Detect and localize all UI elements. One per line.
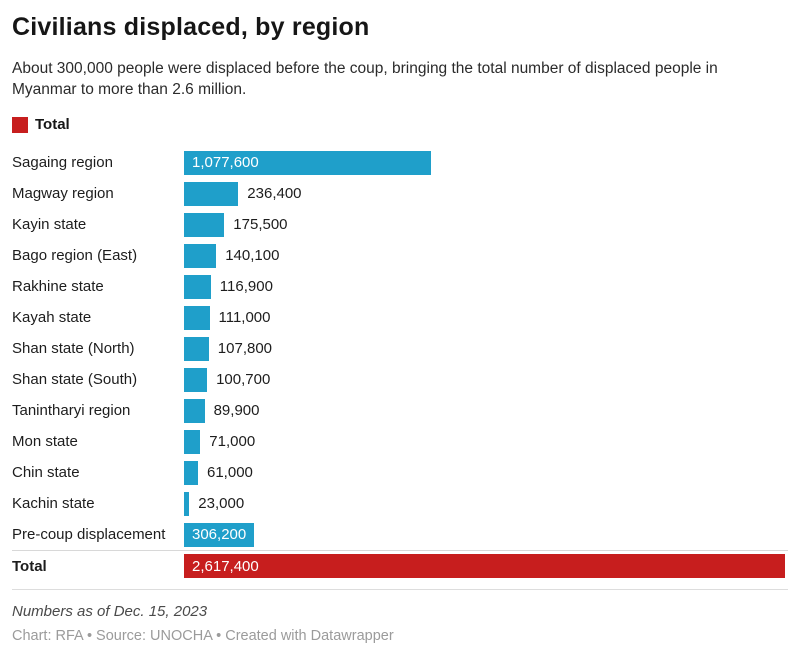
- bar-area: 175,500: [184, 212, 785, 237]
- bar-area: 71,000: [184, 429, 785, 454]
- value-label: 140,100: [225, 247, 280, 264]
- chart-row: Sagaing region 1,077,600: [12, 147, 788, 178]
- value-label: 111,000: [218, 309, 271, 326]
- bar-area: 89,900: [184, 398, 785, 423]
- value-label: 89,900: [213, 402, 260, 419]
- chart-row: Chin state 61,000: [12, 457, 788, 488]
- value-bar: [184, 150, 432, 175]
- chart-row-total: Total 2,617,400: [12, 550, 788, 581]
- chart-title: Civilians displaced, by region: [12, 13, 370, 41]
- bar-area: 2,617,400: [184, 554, 785, 578]
- bar-area: 306,200: [184, 522, 785, 547]
- value-label: 61,000: [207, 464, 253, 481]
- value-bar: [184, 212, 225, 237]
- bar-area: 107,800: [184, 336, 785, 361]
- value-label: 100,700: [216, 371, 271, 388]
- bar-area: 1,077,600: [184, 150, 785, 175]
- value-bar: [184, 398, 205, 423]
- chart-row: Rakhine state 116,900: [12, 271, 788, 302]
- category-label: Shan state (South): [12, 371, 138, 388]
- chart-subtitle: About 300,000 people were displaced befo…: [12, 60, 718, 98]
- chart-row: Tanintharyi region 89,900: [12, 395, 788, 426]
- footer-note: Numbers as of Dec. 15, 2023: [12, 603, 208, 620]
- category-label: Magway region: [12, 185, 114, 202]
- category-label: Sagaing region: [12, 154, 113, 171]
- value-bar: [184, 491, 190, 516]
- category-label: Chin state: [12, 464, 80, 481]
- legend-total-swatch: [12, 116, 28, 133]
- category-label: Kachin state: [12, 495, 95, 512]
- category-label: Kayin state: [12, 216, 87, 233]
- chart-row: Kachin state 23,000: [12, 488, 788, 519]
- chart-row: Shan state (South) 100,700: [12, 364, 788, 395]
- value-label: 175,500: [233, 216, 288, 233]
- footer-byline: Chart: RFA • Source: UNOCHA • Created wi…: [12, 628, 394, 644]
- chart-row: Mon state 71,000: [12, 426, 788, 457]
- chart-row: Kayin state 175,500: [12, 209, 788, 240]
- legend: Total: [12, 116, 70, 133]
- bar-chart: Sagaing region 1,077,600 Magway region 236,…: [12, 147, 788, 581]
- category-label: Kayah state: [12, 309, 92, 326]
- value-bar: [184, 274, 211, 299]
- category-label: Rakhine state: [12, 278, 104, 295]
- value-label: 236,400: [247, 185, 302, 202]
- chart-row: Bago region (East) 140,100: [12, 240, 788, 271]
- value-label: 116,900: [219, 278, 273, 295]
- value-bar: [184, 429, 201, 454]
- chart-row: Pre-coup displacement 306,200: [12, 519, 788, 550]
- value-label: 107,800: [217, 340, 273, 357]
- bar-area: 116,900: [184, 274, 785, 299]
- value-bar: [184, 367, 208, 392]
- value-bar: [184, 460, 198, 485]
- category-label: Bago region (East): [12, 247, 138, 264]
- value-label: 71,000: [209, 433, 256, 450]
- bar-area: 140,100: [184, 243, 785, 268]
- value-label: 2,617,400: [192, 557, 259, 575]
- chart-row: Kayah state 111,000: [12, 302, 788, 333]
- chart-baseline: [12, 589, 788, 590]
- value-bar: [184, 181, 239, 206]
- bar-area: 100,700: [184, 367, 785, 392]
- category-label: Tanintharyi region: [12, 402, 131, 419]
- bar-area: 23,000: [184, 491, 785, 516]
- value-label: 23,000: [198, 495, 245, 512]
- category-label: Mon state: [12, 433, 78, 450]
- value-bar: [184, 522, 255, 547]
- legend-total-label: Total: [35, 116, 70, 133]
- category-label: Shan state (North): [12, 340, 135, 357]
- category-label: Pre-coup displacement: [12, 526, 166, 543]
- bar-area: 111,000: [184, 305, 785, 330]
- bar-area: 236,400: [184, 181, 785, 206]
- value-label: 1,077,600: [192, 154, 259, 171]
- value-bar: [184, 243, 217, 268]
- category-label: Total: [12, 557, 47, 575]
- chart-row: Shan state (North) 107,800: [12, 333, 788, 364]
- value-bar: [184, 336, 209, 361]
- value-label: 306,200: [192, 526, 247, 543]
- bar-area: 61,000: [184, 460, 785, 485]
- chart-row: Magway region 236,400: [12, 178, 788, 209]
- value-bar: [184, 305, 210, 330]
- total-bar: [184, 554, 785, 578]
